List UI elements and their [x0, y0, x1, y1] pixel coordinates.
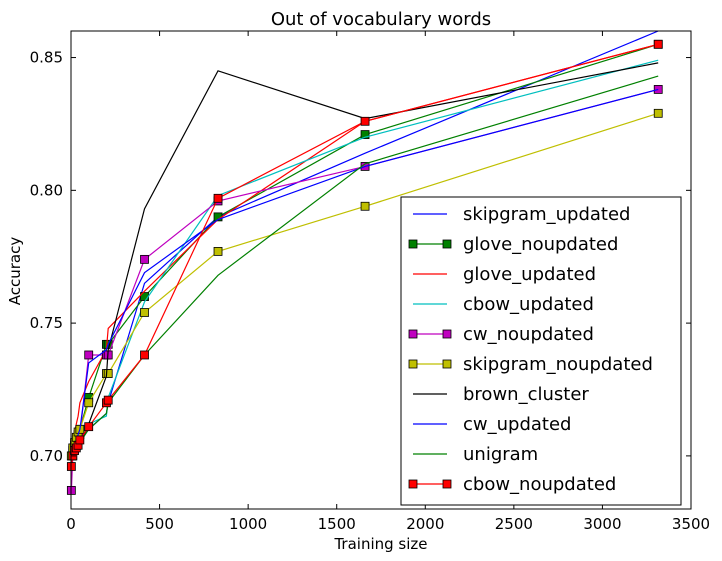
data-point-cbow_noupdated [75, 435, 85, 445]
x-tick-label: 1000 [229, 515, 267, 533]
legend-label-cbow_updated: cbow_updated [463, 294, 594, 315]
chart-title: Out of vocabulary words [271, 9, 491, 30]
x-tick-label: 1500 [318, 515, 356, 533]
data-point-cbow_noupdated [653, 39, 663, 49]
legend-label-glove_noupdated: glove_noupdated [463, 234, 618, 255]
legend-marker-skipgram_noupdated [408, 359, 418, 369]
data-point-cbow_noupdated [84, 422, 94, 432]
data-point-cbow_noupdated [213, 193, 223, 203]
legend-marker-cbow_noupdated [442, 479, 452, 489]
legend-label-cw_updated: cw_updated [463, 414, 571, 435]
data-point-cw_noupdated [84, 350, 94, 360]
legend-marker-glove_noupdated [442, 239, 452, 249]
legend-marker-skipgram_noupdated [442, 359, 452, 369]
data-point-skipgram_noupdated [84, 398, 94, 408]
y-axis-label: Accuracy [6, 237, 24, 306]
y-tick-label: 0.85 [30, 49, 63, 67]
legend-marker-cbow_noupdated [408, 479, 418, 489]
data-point-cbow_noupdated [140, 350, 149, 360]
data-point-glove_noupdated [360, 130, 370, 139]
x-tick-label: 500 [145, 515, 174, 533]
x-axis-label: Training size [333, 535, 427, 553]
x-tick-label: 2000 [406, 515, 444, 533]
y-tick-label: 0.70 [30, 447, 63, 465]
data-point-skipgram_noupdated [140, 308, 149, 317]
data-point-skipgram_noupdated [213, 247, 223, 256]
data-point-cw_noupdated [653, 85, 663, 94]
x-tick-label: 3000 [583, 515, 621, 533]
data-point-cw_noupdated [140, 254, 149, 264]
x-tick-label: 0 [66, 515, 76, 533]
legend-marker-cw_noupdated [442, 329, 452, 339]
legend-label-unigram: unigram [463, 444, 538, 465]
legend-marker-glove_noupdated [408, 239, 418, 249]
legend-label-skipgram_noupdated: skipgram_noupdated [463, 354, 653, 375]
legend-label-cbow_noupdated: cbow_noupdated [463, 474, 616, 495]
legend-label-cw_noupdated: cw_noupdated [463, 324, 594, 345]
data-point-skipgram_noupdated [653, 108, 663, 118]
y-tick-label: 0.80 [30, 181, 63, 199]
data-point-cbow_noupdated [103, 395, 113, 405]
data-point-skipgram_noupdated [360, 201, 370, 211]
legend: skipgram_updated glove_noupdated glove_upd… [400, 196, 682, 506]
legend-label-glove_updated: glove_updated [463, 264, 596, 285]
legend-marker-cw_noupdated [408, 329, 418, 339]
y-tick-label: 0.75 [30, 314, 63, 332]
data-point-skipgram_noupdated [103, 369, 113, 378]
ticks-layer: 0 500 1000 1500 2000 2500 3000 3500 0.70 0.75 0.80… [30, 31, 710, 533]
legend-label-skipgram_updated: skipgram_updated [463, 204, 630, 225]
legend-label-brown_cluster: brown_cluster [463, 384, 589, 405]
plot-frame [70, 30, 692, 510]
plot-area: 0 500 1000 1500 2000 2500 3000 3500 0.70 0.75 0.80… [30, 30, 710, 533]
data-point-cbow_noupdated [360, 116, 370, 126]
x-tick-label: 2500 [495, 515, 533, 533]
x-tick-label: 3500 [672, 515, 710, 533]
